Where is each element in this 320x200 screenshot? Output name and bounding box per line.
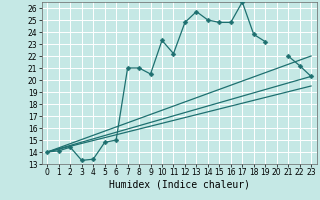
X-axis label: Humidex (Indice chaleur): Humidex (Indice chaleur) (109, 180, 250, 190)
